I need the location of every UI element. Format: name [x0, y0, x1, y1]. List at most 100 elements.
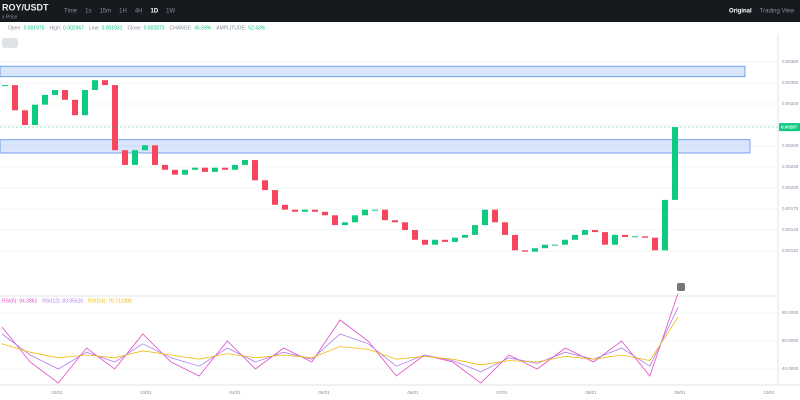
interval-tab[interactable]: 1s	[85, 9, 91, 15]
interval-tab[interactable]: 15m	[99, 9, 111, 15]
view-tab[interactable]: Original	[729, 9, 752, 15]
candle	[282, 204, 288, 210]
candle	[102, 80, 108, 86]
interval-tab[interactable]: 1D	[150, 9, 158, 15]
date-label: 03/01	[140, 390, 152, 395]
toggle-button[interactable]	[2, 38, 18, 48]
info-value: 0.001975	[24, 25, 45, 31]
rsi-line	[1, 293, 679, 384]
price-tick-label: 0.00140	[782, 227, 799, 232]
candle	[22, 110, 28, 125]
candle	[322, 211, 328, 216]
candle	[542, 244, 548, 249]
candle	[552, 244, 558, 246]
candle	[482, 209, 488, 226]
candle	[512, 234, 518, 251]
price-tick-label: 0.00110	[782, 248, 798, 253]
candle	[462, 234, 468, 238]
candle	[162, 164, 168, 170]
candle	[312, 209, 318, 212]
rsi-legend: RSI(6): 94.3861	[2, 298, 38, 304]
info-label: CHANGE:	[170, 25, 193, 31]
candle	[572, 234, 578, 240]
candle	[272, 190, 278, 205]
candle	[142, 145, 148, 151]
candle	[242, 160, 248, 165]
candle	[522, 250, 528, 252]
candle	[222, 167, 228, 170]
candle	[492, 209, 498, 223]
price-tick-label: 0.00200	[782, 185, 799, 190]
price-tick-label: 0.00230	[782, 164, 799, 169]
scroll-button[interactable]	[677, 283, 685, 291]
top-bar	[0, 0, 800, 22]
candle	[182, 169, 188, 175]
date-label: 08/01	[585, 390, 597, 395]
candle	[422, 239, 428, 245]
rsi-tick-label: 80.0000	[782, 310, 799, 315]
candle	[502, 222, 508, 235]
candle	[652, 237, 658, 251]
candle	[612, 234, 618, 245]
candle	[622, 234, 628, 237]
candle	[392, 220, 398, 223]
info-value: 0.002967	[63, 25, 84, 31]
rsi-line	[1, 316, 679, 366]
candle	[362, 209, 368, 216]
candle	[432, 239, 438, 245]
interval-tab[interactable]: Time	[64, 9, 78, 15]
candle	[172, 169, 178, 175]
candle	[342, 222, 348, 226]
date-label: 04/01	[229, 390, 241, 395]
rsi-legend: RSI(12): 83.95616	[42, 298, 83, 304]
candle	[72, 99, 78, 116]
info-label: High:	[49, 25, 61, 31]
candle	[202, 167, 208, 172]
candle	[452, 237, 458, 242]
candle	[252, 160, 258, 181]
candle	[52, 90, 58, 95]
candle	[352, 215, 358, 223]
candle	[212, 167, 218, 172]
candle	[192, 167, 198, 170]
date-label: 07/01	[496, 390, 508, 395]
candle	[262, 180, 268, 191]
candle	[232, 164, 238, 170]
rsi-tick-label: 60.0000	[782, 338, 799, 343]
info-label: Low:	[89, 25, 100, 31]
last-price-label: 0.00287	[781, 124, 798, 129]
interval-tab[interactable]: 1W	[166, 9, 175, 15]
candle	[292, 209, 298, 212]
price-tick-label: 0.00380	[782, 59, 799, 64]
date-label: 10/01	[763, 390, 775, 395]
candle	[12, 85, 18, 111]
date-label: 09/01	[674, 390, 686, 395]
candle	[402, 222, 408, 230]
candle	[602, 232, 608, 245]
zone	[0, 139, 751, 154]
candle	[92, 80, 98, 90]
candle	[632, 236, 638, 238]
candle	[42, 94, 48, 105]
info-value: 0.002873	[144, 25, 165, 31]
rsi-tick-label: 40.0000	[782, 366, 799, 371]
candle	[472, 225, 478, 235]
candle	[642, 236, 648, 238]
candle	[302, 209, 308, 212]
interval-tab[interactable]: 1H	[119, 9, 127, 15]
interval-tab[interactable]: 4H	[135, 9, 143, 15]
candle	[412, 230, 418, 240]
symbol[interactable]: ROY/USDT	[2, 2, 49, 12]
candle	[562, 239, 568, 245]
sub-label: x Price	[2, 14, 18, 20]
view-tab[interactable]: Trading View	[760, 9, 795, 15]
info-value: 0.001931	[102, 25, 123, 31]
date-label: 02/01	[51, 390, 63, 395]
candle	[152, 145, 158, 165]
info-label: AMPLITUDE:	[216, 25, 246, 31]
candle	[382, 209, 388, 221]
candle	[332, 215, 338, 226]
candle	[32, 104, 38, 125]
